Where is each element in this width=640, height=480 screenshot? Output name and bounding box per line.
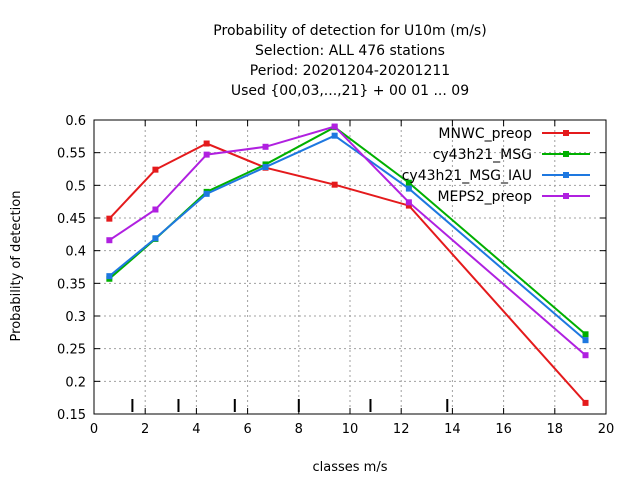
x-tick-label: 20 <box>598 422 615 437</box>
chart-title: Probability of detection for U10m (m/s) S… <box>213 23 486 99</box>
x-axis-label: classes m/s <box>313 460 388 475</box>
y-tick-label: 0.45 <box>57 212 86 227</box>
series-cy43h21_MSG_IAU <box>106 132 589 344</box>
title-line: Period: 20201204-20201211 <box>250 63 450 79</box>
title-line: Used {00,03,...,21} + 00 01 ... 09 <box>231 83 469 99</box>
legend-swatch-marker <box>563 193 569 199</box>
x-tick-label: 0 <box>90 422 98 437</box>
data-point <box>262 164 269 171</box>
y-tick-label: 0.6 <box>65 114 86 129</box>
series-line <box>108 134 587 341</box>
title-line: Selection: ALL 476 stations <box>255 43 445 59</box>
legend-swatch-marker <box>563 172 569 178</box>
x-tick-label: 12 <box>393 422 410 437</box>
legend-swatch-marker <box>563 151 569 157</box>
y-tick-label: 0.55 <box>57 147 86 162</box>
title-line: Probability of detection for U10m (m/s) <box>213 23 486 39</box>
legend-label: MEPS2_preop <box>437 189 532 205</box>
y-tick-label: 0.2 <box>65 375 86 390</box>
series-MEPS2_preop <box>106 123 589 359</box>
data-point <box>152 235 159 242</box>
data-point <box>405 202 412 209</box>
y-tick-label: 0.15 <box>57 408 86 423</box>
data-point <box>152 166 159 173</box>
data-point <box>106 273 113 280</box>
series-lines <box>106 123 589 406</box>
data-point <box>582 331 589 338</box>
x-tick-label: 14 <box>444 422 461 437</box>
data-point <box>582 337 589 344</box>
y-axis-label: Probability of detection <box>9 191 24 342</box>
x-tick-label: 6 <box>243 422 251 437</box>
data-point <box>106 237 113 244</box>
x-tick-label: 2 <box>141 422 149 437</box>
y-tick-label: 0.3 <box>65 310 86 325</box>
data-point <box>203 190 210 197</box>
y-tick-label: 0.25 <box>57 343 86 358</box>
data-point <box>582 352 589 359</box>
grid <box>94 120 606 414</box>
data-point <box>331 181 338 188</box>
data-point <box>106 215 113 222</box>
data-point <box>331 123 338 130</box>
data-point <box>582 399 589 406</box>
x-tick-label: 10 <box>342 422 359 437</box>
y-tick-label: 0.5 <box>65 179 86 194</box>
data-point <box>405 199 412 206</box>
x-tick-label: 4 <box>192 422 200 437</box>
legend-label: MNWC_preop <box>438 126 532 142</box>
class-boundary-ticks <box>131 399 449 412</box>
x-tick-label: 8 <box>295 422 303 437</box>
data-point <box>262 143 269 150</box>
data-point <box>203 140 210 147</box>
y-tick-label: 0.35 <box>57 277 86 292</box>
x-tick-label: 16 <box>495 422 512 437</box>
data-point <box>331 132 338 139</box>
legend-label: cy43h21_MSG <box>433 147 532 163</box>
legend-swatch-marker <box>563 130 569 136</box>
axes: 0 2 4 6 8 10 12 14 16 18 20 0.15 0.2 0.25 0.3 0.35 0.4 0.… <box>57 114 614 437</box>
data-point <box>405 179 412 186</box>
legend: MNWC_preop cy43h21_MSG cy43h21_MSG_IAU MEPS… <box>402 126 590 205</box>
data-point <box>152 206 159 213</box>
data-point <box>203 151 210 158</box>
legend-label: cy43h21_MSG_IAU <box>402 168 532 184</box>
y-tick-label: 0.4 <box>65 245 86 260</box>
x-tick-label: 18 <box>547 422 564 437</box>
data-point <box>405 185 412 192</box>
